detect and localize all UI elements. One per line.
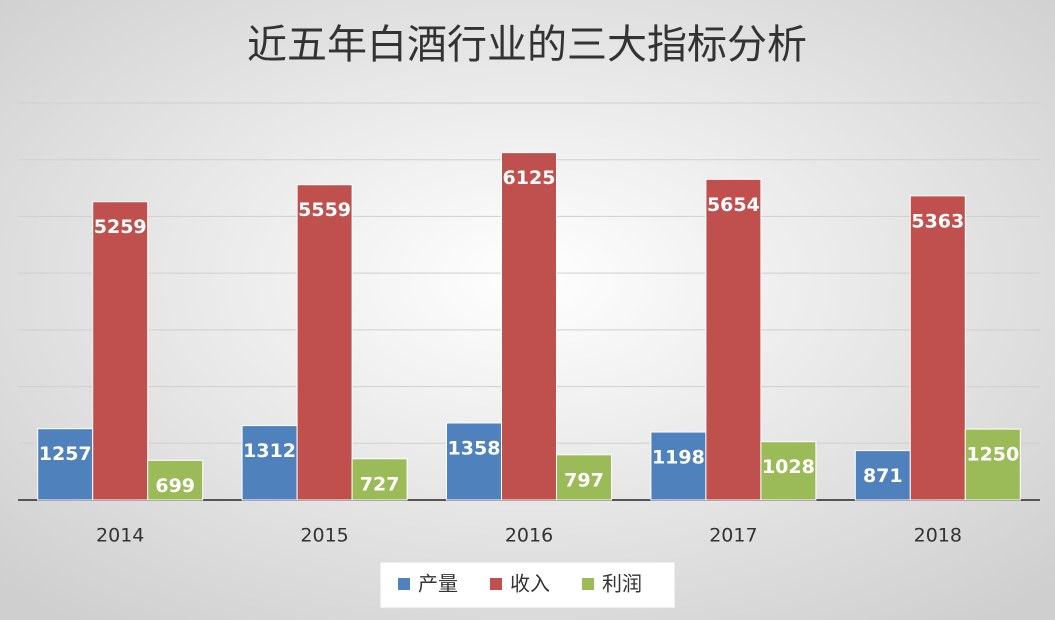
bar — [92, 201, 149, 501]
data-label: 1358 — [448, 437, 501, 459]
legend-swatch — [490, 578, 502, 590]
data-label: 797 — [564, 469, 604, 491]
data-label: 1257 — [39, 443, 92, 465]
data-label: 1198 — [652, 447, 705, 469]
legend-swatch — [582, 578, 594, 590]
legend-label: 产量 — [418, 572, 458, 596]
bar — [351, 458, 408, 501]
data-label: 727 — [360, 473, 400, 495]
x-tick-label: 2017 — [709, 525, 757, 547]
bar — [964, 428, 1021, 501]
bar — [37, 428, 94, 501]
bar — [854, 450, 911, 501]
legend-label: 收入 — [510, 572, 550, 596]
legend-swatch — [398, 578, 410, 590]
bar — [446, 422, 502, 501]
chart-title: 近五年白酒行业的三大指标分析 — [247, 22, 807, 68]
data-label: 1312 — [243, 440, 296, 462]
bar — [650, 431, 707, 501]
legend-label: 利润 — [602, 572, 642, 596]
data-label: 699 — [155, 475, 195, 497]
bar — [241, 425, 298, 501]
bar — [147, 459, 204, 501]
data-label: 1028 — [762, 456, 815, 478]
x-tick-label: 2018 — [914, 525, 962, 547]
bar — [705, 178, 762, 501]
bar — [760, 441, 817, 501]
data-label: 5559 — [298, 199, 351, 221]
data-label: 6125 — [503, 167, 556, 189]
data-label: 5654 — [707, 194, 760, 216]
bar — [909, 195, 966, 501]
bar — [501, 152, 557, 501]
x-tick-label: 2015 — [300, 525, 348, 547]
data-label: 1250 — [966, 444, 1019, 466]
x-tick-label: 2014 — [96, 525, 144, 547]
legend — [379, 561, 676, 609]
x-tick-label: 2016 — [505, 525, 553, 547]
bar — [556, 454, 612, 501]
data-label: 5363 — [911, 210, 964, 232]
data-label: 5259 — [94, 216, 147, 238]
bar — [296, 184, 353, 501]
data-label: 871 — [863, 465, 903, 487]
